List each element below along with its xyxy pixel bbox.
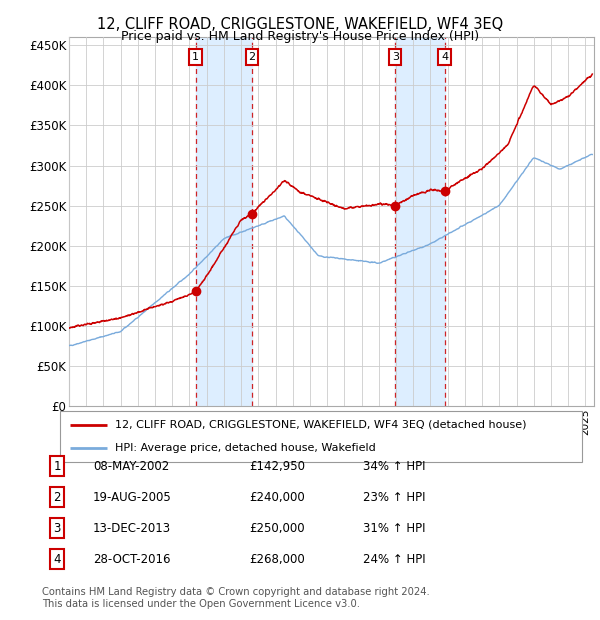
- Text: 12, CLIFF ROAD, CRIGGLESTONE, WAKEFIELD, WF4 3EQ: 12, CLIFF ROAD, CRIGGLESTONE, WAKEFIELD,…: [97, 17, 503, 32]
- Text: 23% ↑ HPI: 23% ↑ HPI: [363, 491, 425, 503]
- Text: 24% ↑ HPI: 24% ↑ HPI: [363, 553, 425, 565]
- Text: Price paid vs. HM Land Registry's House Price Index (HPI): Price paid vs. HM Land Registry's House …: [121, 30, 479, 43]
- Text: £240,000: £240,000: [249, 491, 305, 503]
- Text: 12, CLIFF ROAD, CRIGGLESTONE, WAKEFIELD, WF4 3EQ (detached house): 12, CLIFF ROAD, CRIGGLESTONE, WAKEFIELD,…: [115, 420, 526, 430]
- Text: 19-AUG-2005: 19-AUG-2005: [93, 491, 172, 503]
- Text: 34% ↑ HPI: 34% ↑ HPI: [363, 460, 425, 472]
- Text: 2: 2: [248, 52, 256, 62]
- Text: 1: 1: [53, 460, 61, 472]
- Text: 3: 3: [392, 52, 398, 62]
- Text: HPI: Average price, detached house, Wakefield: HPI: Average price, detached house, Wake…: [115, 443, 376, 453]
- Text: 13-DEC-2013: 13-DEC-2013: [93, 522, 171, 534]
- Text: £142,950: £142,950: [249, 460, 305, 472]
- Text: 4: 4: [441, 52, 448, 62]
- FancyBboxPatch shape: [60, 411, 582, 462]
- Text: 2: 2: [53, 491, 61, 503]
- Text: 3: 3: [53, 522, 61, 534]
- Text: £250,000: £250,000: [249, 522, 305, 534]
- Bar: [196, 37, 252, 406]
- Text: Contains HM Land Registry data © Crown copyright and database right 2024.
This d: Contains HM Land Registry data © Crown c…: [42, 587, 430, 609]
- Bar: [395, 37, 445, 406]
- Text: 28-OCT-2016: 28-OCT-2016: [93, 553, 170, 565]
- Text: 1: 1: [192, 52, 199, 62]
- Text: 4: 4: [53, 553, 61, 565]
- Text: 31% ↑ HPI: 31% ↑ HPI: [363, 522, 425, 534]
- Text: £268,000: £268,000: [249, 553, 305, 565]
- Text: 08-MAY-2002: 08-MAY-2002: [93, 460, 169, 472]
